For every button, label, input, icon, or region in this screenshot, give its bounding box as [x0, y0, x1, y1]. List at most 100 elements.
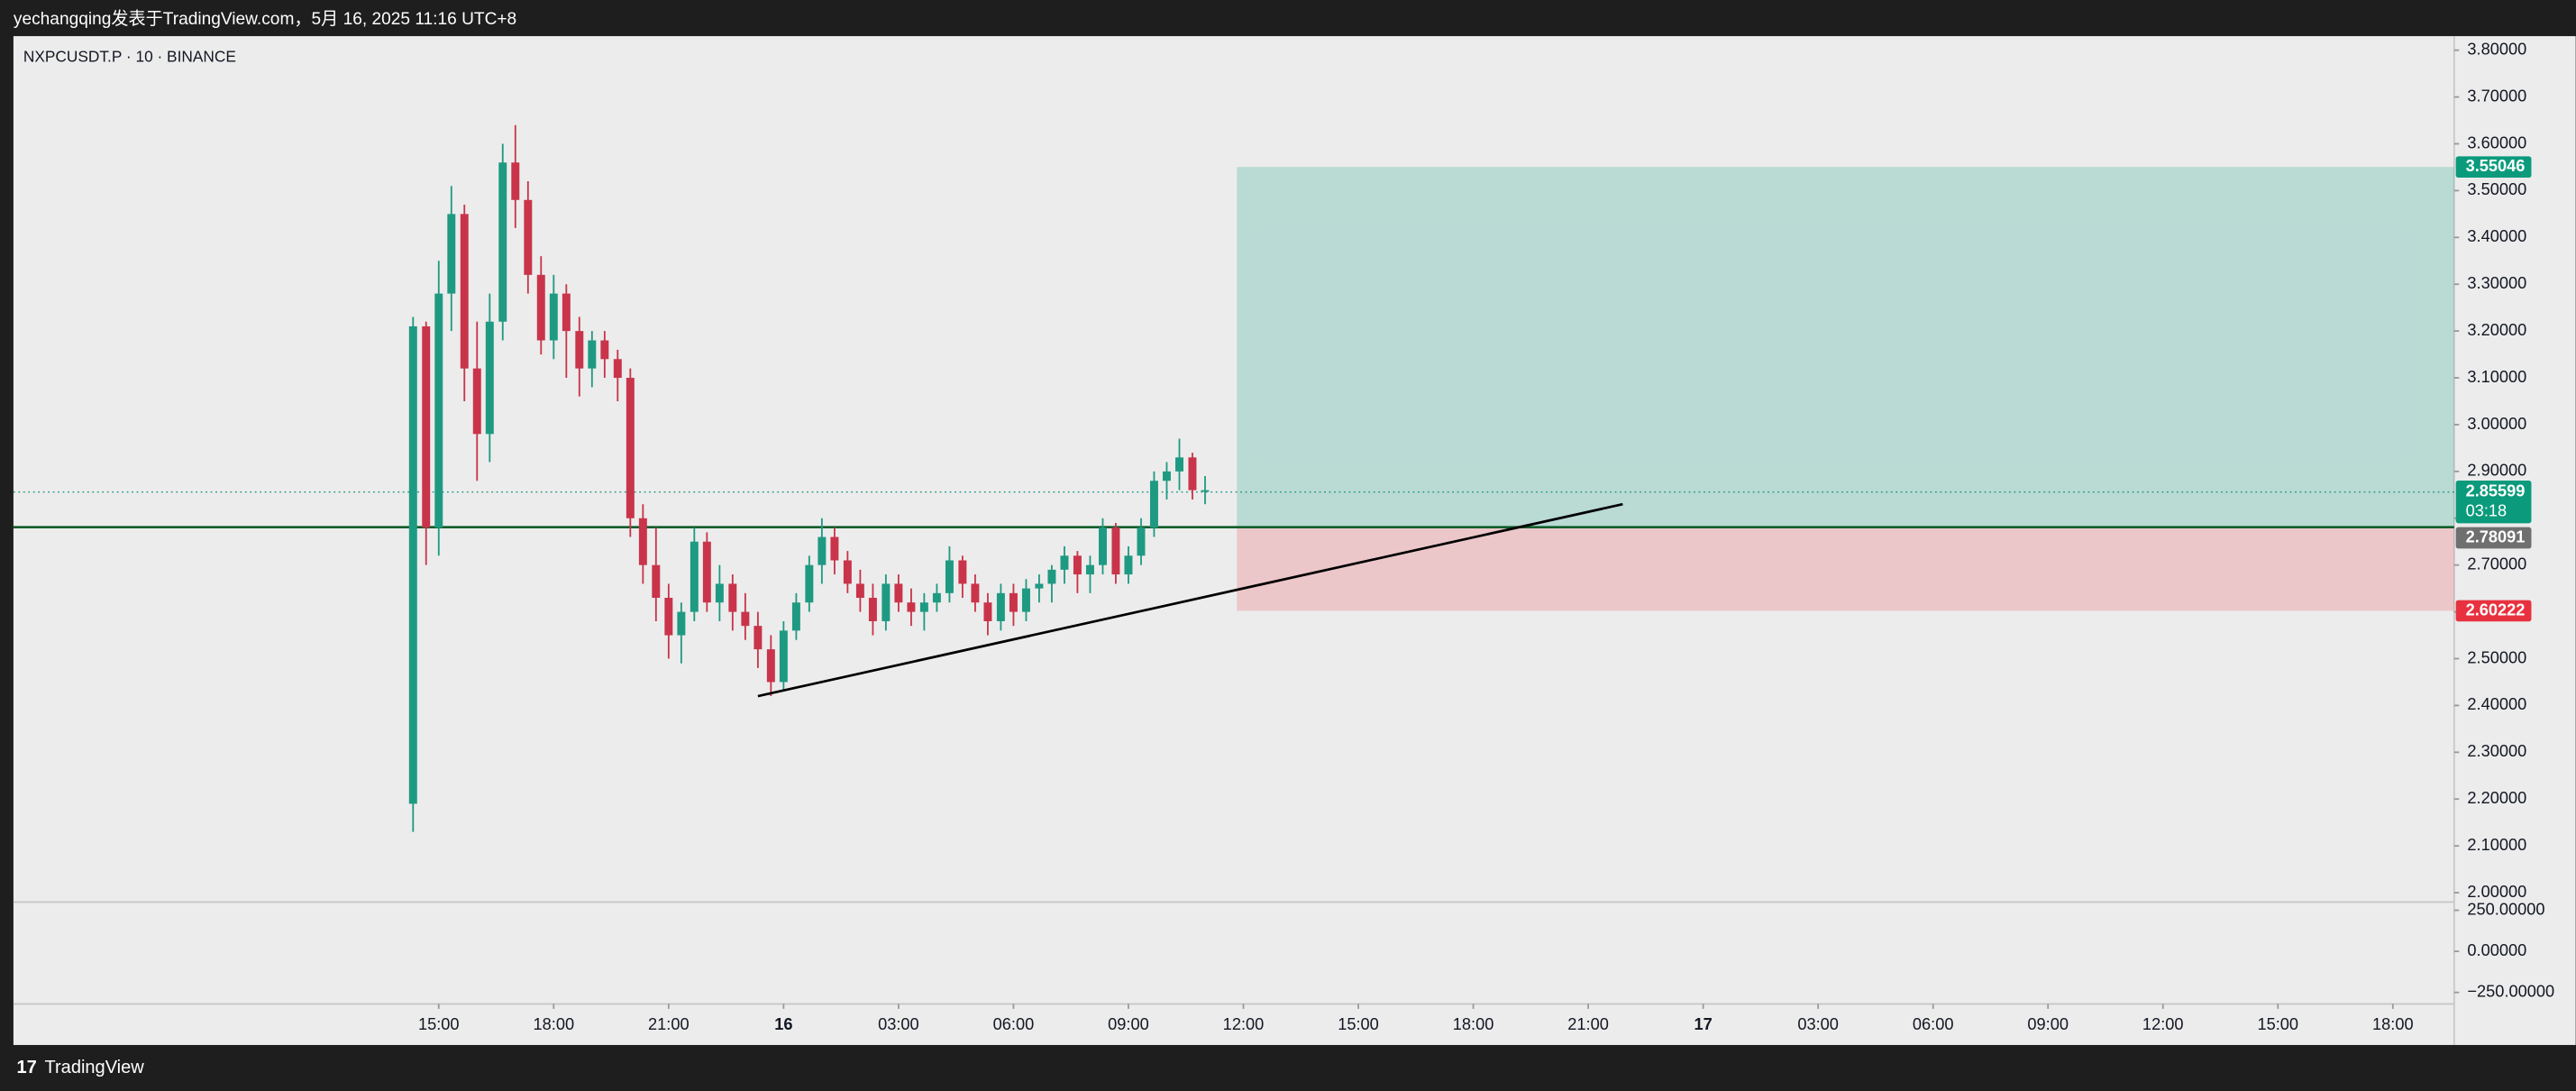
x-tick-label: 03:00: [1797, 1015, 1839, 1033]
target-label: 3.55046: [2466, 157, 2526, 175]
y-tick-label: 3.70000: [2467, 87, 2526, 105]
candle-body: [1085, 564, 1094, 575]
x-tick-label: 06:00: [1913, 1015, 1954, 1033]
candle-body: [1162, 471, 1171, 481]
candle-body: [434, 293, 443, 528]
y2-tick-label: 250.00000: [2467, 900, 2544, 918]
candle-body: [549, 293, 558, 341]
candle-body: [1073, 555, 1082, 575]
trend-line: [757, 502, 1623, 698]
symbol-title: NXPCUSDT.P · 10 · BINANCE: [23, 47, 236, 65]
entry-label-box: [2455, 527, 2532, 549]
y2-tick-label: −250.00000: [2467, 982, 2554, 1000]
candle-body: [1175, 457, 1183, 472]
candle-body: [971, 583, 980, 603]
chart-background: [13, 36, 2576, 1045]
y-tick-label: 3.30000: [2467, 274, 2526, 292]
candle-body: [677, 611, 686, 636]
x-tick-label: 15:00: [2257, 1015, 2298, 1033]
candle-body: [996, 592, 1005, 621]
stop-label: 2.60222: [2466, 601, 2526, 619]
candle-body: [652, 564, 661, 599]
current-price-box: [2455, 480, 2532, 524]
candle-body: [1124, 555, 1133, 575]
target-label-box: [2455, 156, 2532, 179]
candle-body: [524, 199, 533, 275]
y-tick-label: 2.70000: [2467, 555, 2526, 573]
x-tick-label: 16: [774, 1015, 792, 1033]
x-tick-label: 12:00: [1223, 1015, 1265, 1033]
candle-body: [460, 214, 469, 369]
candle-body: [1149, 481, 1158, 528]
x-tick-label: 15:00: [418, 1015, 460, 1033]
candle-body: [472, 368, 481, 435]
y-tick-label: 3.00000: [2467, 415, 2526, 433]
candle-body: [932, 592, 941, 603]
candle-body: [664, 598, 673, 636]
y-tick-label: 2.90000: [2467, 462, 2526, 480]
x-tick-label: 12:00: [2142, 1015, 2184, 1033]
candle-body: [422, 325, 431, 528]
candle-body: [779, 630, 788, 683]
candle-body: [702, 541, 711, 603]
candle-body: [1201, 490, 1210, 492]
candle-body: [805, 564, 814, 603]
loss-zone: [1237, 527, 2454, 611]
candle-body: [907, 602, 916, 612]
stop-label-box: [2455, 600, 2532, 622]
candle-body: [485, 321, 494, 435]
candle-body: [741, 611, 750, 627]
x-tick-label: 18:00: [1453, 1015, 1494, 1033]
x-tick-label: 17: [1694, 1015, 1712, 1033]
x-tick-label: 09:00: [2027, 1015, 2069, 1033]
candle-body: [575, 331, 584, 369]
entry-label: 2.78091: [2466, 527, 2526, 546]
y-tick-label: 3.40000: [2467, 227, 2526, 245]
candle-body: [1188, 457, 1197, 490]
candle-body: [766, 649, 775, 683]
candle-body: [562, 293, 571, 332]
candle-body: [868, 598, 877, 621]
candle-body: [638, 518, 647, 565]
header-text: yechangqing发表于TradingView.com，5月 16, 202…: [14, 9, 516, 29]
y-tick-label: 2.00000: [2467, 883, 2526, 901]
y-tick-label: 2.50000: [2467, 648, 2526, 666]
x-tick-label: 18:00: [2372, 1015, 2414, 1033]
x-tick-label: 06:00: [993, 1015, 1035, 1033]
candle-body: [830, 536, 839, 561]
candle-body: [626, 378, 635, 518]
x-tick-label: 15:00: [1338, 1015, 1379, 1033]
candle-body: [536, 274, 545, 341]
candle-body: [690, 541, 699, 612]
candle-body: [1137, 527, 1146, 556]
candle-body: [408, 325, 417, 804]
brand-name: TradingView: [45, 1058, 145, 1077]
x-tick-label: 09:00: [1108, 1015, 1149, 1033]
candle-body: [600, 340, 609, 360]
y-tick-label: 3.80000: [2467, 40, 2526, 58]
candle-body: [882, 583, 891, 621]
y-tick-label: 2.10000: [2467, 836, 2526, 854]
candle-body: [945, 560, 954, 593]
candle-body: [1035, 583, 1044, 589]
y2-tick-label: 0.00000: [2467, 941, 2526, 959]
candle-body: [1021, 588, 1030, 612]
candle-body: [855, 583, 864, 599]
candle-body: [715, 583, 724, 603]
y-tick-label: 3.50000: [2467, 180, 2526, 198]
candle-body: [728, 583, 737, 612]
y-tick-label: 2.30000: [2467, 742, 2526, 760]
x-tick-label: 21:00: [648, 1015, 690, 1033]
candle-body: [613, 359, 622, 379]
countdown-label: 03:18: [2466, 501, 2507, 519]
candle-body: [511, 162, 520, 200]
x-tick-label: 21:00: [1567, 1015, 1609, 1033]
candle-body: [498, 162, 507, 322]
candle-body: [1009, 592, 1018, 612]
profit-zone: [1237, 167, 2454, 527]
candle-body: [818, 536, 827, 565]
candle-body: [894, 583, 903, 603]
candle-body: [588, 340, 597, 369]
